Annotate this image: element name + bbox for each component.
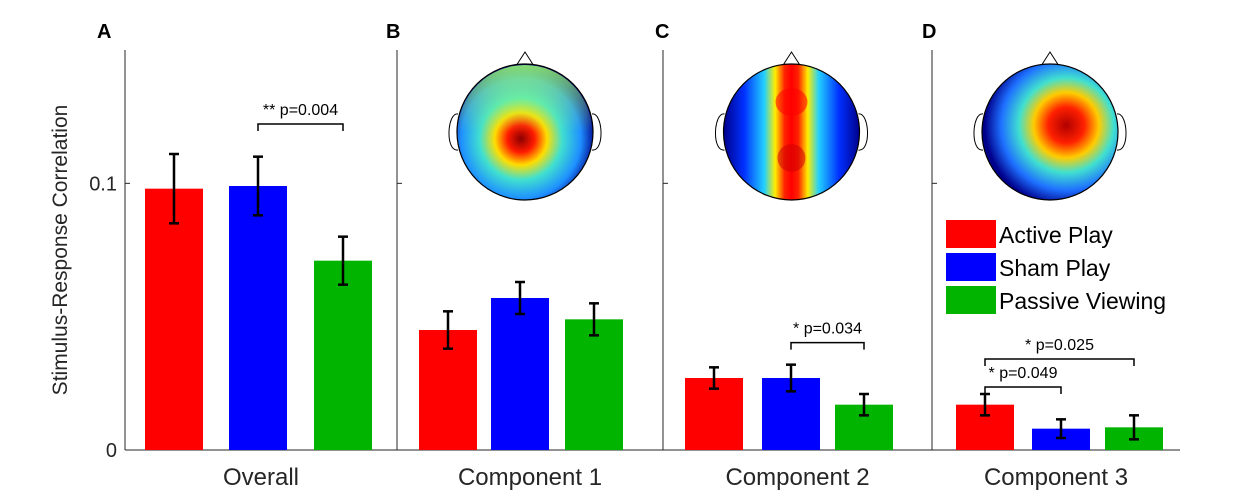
significance-label: * p=0.049 (989, 365, 1058, 382)
legend-label: Sham Play (999, 255, 1111, 281)
category-label: Component 1 (458, 464, 602, 491)
significance-bracket: * p=0.034 (790, 321, 865, 350)
topomap-left-ear (973, 113, 984, 151)
topomap-nose (1040, 51, 1060, 67)
topomap-left-ear (715, 113, 725, 151)
y-tick-label: 0 (106, 440, 117, 462)
topomap-head (448, 51, 602, 201)
category-label: Component 2 (725, 464, 869, 491)
topomap-head (715, 51, 868, 201)
bar-active-play (685, 378, 743, 450)
legend-label: Active Play (999, 222, 1113, 248)
panel-letter: C (655, 21, 669, 43)
significance-label: * p=0.034 (793, 321, 862, 338)
topomap-scalp (981, 63, 1119, 201)
panel-c: C Component 2 * p=0.034 (655, 21, 932, 491)
topomap-scalp (722, 63, 861, 201)
bracket-line (257, 123, 344, 131)
chart-layer: Stimulus-Response Correlation A 0 0.1 Overal… (49, 21, 1180, 491)
legend-swatch (946, 286, 996, 314)
legend-label: Passive Viewing (999, 288, 1166, 314)
significance-bracket: * p=0.025 (984, 337, 1135, 366)
topomap-right-ear (1116, 113, 1127, 151)
legend-item: Active Play (946, 220, 1113, 248)
significance-bracket: ** p=0.004 (257, 102, 344, 131)
panel-a: A 0 0.1 Overall ** p=0.004 (89, 21, 397, 491)
bar-sham-play (491, 298, 549, 450)
bar-sham-play (229, 186, 287, 450)
significance-bracket: * p=0.049 (984, 365, 1062, 394)
panel-letter: D (922, 21, 936, 43)
bracket-line (984, 358, 1135, 366)
panel-d: D Component 3 * p=0.025 * p=0.049 (922, 21, 1180, 491)
bar-passive-viewing (565, 319, 623, 450)
topomap-nose (515, 51, 535, 67)
bracket-line (984, 386, 1062, 394)
topomap-left-ear (448, 113, 459, 151)
legend-swatch (946, 220, 996, 248)
y-tick-label: 0.1 (89, 173, 117, 195)
significance-label: * p=0.025 (1025, 337, 1094, 354)
topomap-right-ear (591, 113, 602, 151)
panel-letter: A (97, 21, 111, 43)
category-label: Component 3 (984, 464, 1128, 491)
bar-active-play (419, 330, 477, 450)
y-axis-label: Stimulus-Response Correlation (49, 105, 72, 396)
bar-active-play (145, 188, 203, 450)
legend-item: Passive Viewing (946, 286, 1166, 314)
legend-swatch (946, 253, 996, 281)
topomap-head (973, 51, 1127, 201)
significance-label: ** p=0.004 (263, 102, 338, 119)
topomap-hotspot (775, 88, 808, 116)
bar-sham-play (1032, 428, 1090, 450)
bracket-line (790, 341, 865, 350)
topomap-overlay (458, 65, 592, 199)
panel-b: B Component 1 (386, 21, 663, 491)
bar-passive-viewing (314, 260, 372, 450)
legend-item: Sham Play (946, 253, 1111, 281)
panel-letter: B (386, 21, 400, 43)
topomap-nose (782, 51, 801, 67)
legend: Active Play Sham Play Passive Viewing (946, 220, 1166, 314)
category-label: Overall (223, 464, 299, 491)
topomap-hotspot (777, 144, 806, 172)
topomap-right-ear (858, 113, 868, 151)
